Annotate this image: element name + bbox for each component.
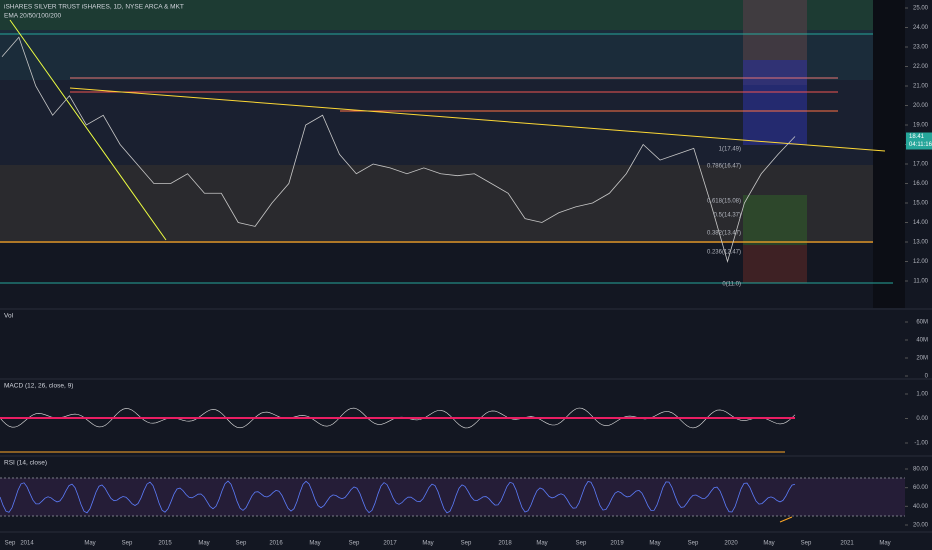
fib-label: 0.786(16.47)	[707, 164, 741, 170]
time-label: Sep	[349, 541, 360, 547]
fib-zone	[743, 60, 807, 145]
time-label: Sep	[461, 541, 472, 547]
time-label: May	[763, 541, 774, 547]
future-zone	[873, 0, 905, 308]
zone	[0, 165, 873, 243]
fib-zone	[743, 195, 807, 245]
time-label: May	[309, 541, 320, 547]
rsi-band	[0, 478, 905, 516]
price-tick-label: 17.00	[913, 162, 929, 168]
time-label: Sep	[5, 541, 16, 547]
zone	[0, 30, 873, 80]
price-line	[1, 36, 796, 263]
fib-label: 0.5(14.37)	[714, 213, 741, 219]
fib-label: 0(11.0)	[722, 282, 741, 288]
fib-label: 1(17.49)	[719, 147, 741, 153]
time-label: 2020	[724, 541, 738, 547]
price-tick-label: 24.00	[913, 25, 929, 31]
price-tick-label: 14.00	[913, 220, 929, 226]
time-label: May	[422, 541, 433, 547]
price-tick-label: 22.00	[913, 64, 929, 70]
pane-tick-label: 0	[925, 374, 929, 380]
price-tick-label: 16.00	[913, 181, 929, 187]
time-label: 2016	[269, 541, 283, 547]
pane-tick-label: 1.00	[916, 392, 928, 398]
time-label: May	[879, 541, 890, 547]
price-tick-label: 15.00	[913, 201, 929, 207]
time-label: 2014	[20, 541, 34, 547]
trendline	[9, 19, 167, 241]
pane-tick-label: -1.00	[914, 441, 928, 447]
time-label: Sep	[688, 541, 699, 547]
time-label: May	[649, 541, 660, 547]
time-label: 2017	[383, 541, 397, 547]
pane-title: Vol	[4, 313, 14, 320]
time-label: Sep	[801, 541, 812, 547]
time-label: Sep	[236, 541, 247, 547]
price-tick-label: 21.00	[913, 84, 929, 90]
trendline	[69, 87, 886, 152]
time-label: Sep	[576, 541, 587, 547]
pane-tick-label: 20.00	[913, 523, 929, 529]
pane-title: RSI (14, close)	[4, 460, 47, 467]
fib-label: 0.618(15.08)	[707, 199, 741, 205]
price-tick-label: 25.00	[913, 6, 929, 12]
pane-tick-label: 60.00	[913, 485, 929, 491]
price-tick-label: 20.00	[913, 103, 929, 109]
pane-tick-label: 40M	[916, 338, 928, 344]
pane-tick-label: 80.00	[913, 467, 929, 473]
zone	[0, 0, 873, 30]
pane-tick-label: 40.00	[913, 504, 929, 510]
time-label: May	[198, 541, 209, 547]
countdown: 04:11:16	[909, 142, 932, 148]
time-label: 2015	[158, 541, 172, 547]
chart-title: iSHARES SILVER TRUST iSHARES, 1D, NYSE A…	[4, 4, 184, 11]
pane-title: MACD (12, 26, close, 9)	[4, 383, 73, 390]
time-label: 2019	[610, 541, 624, 547]
time-label: Sep	[122, 541, 133, 547]
pane-tick-label: 0.00	[916, 416, 928, 422]
price-tick-label: 13.00	[913, 240, 929, 246]
time-label: May	[536, 541, 547, 547]
pane-tick-label: 20M	[916, 356, 928, 362]
fib-zone	[743, 245, 807, 283]
pane-tick-label: 60M	[916, 320, 928, 326]
time-label: 2018	[498, 541, 512, 547]
last-price-box	[906, 132, 932, 150]
study-label: EMA 20/50/100/200	[4, 13, 61, 20]
price-tick-label: 12.00	[913, 259, 929, 265]
price-tick-label: 11.00	[913, 279, 928, 285]
price-tick-label: 23.00	[913, 45, 929, 51]
time-label: 2021	[840, 541, 854, 547]
rsi-line	[0, 480, 796, 514]
time-label: May	[84, 541, 95, 547]
fib-label: 0.236(12.47)	[707, 250, 741, 256]
price-tick-label: 19.00	[913, 123, 929, 129]
last-price: 18.41	[909, 134, 925, 140]
divergence	[779, 516, 793, 523]
fib-label: 0.382(13.47)	[707, 231, 741, 237]
